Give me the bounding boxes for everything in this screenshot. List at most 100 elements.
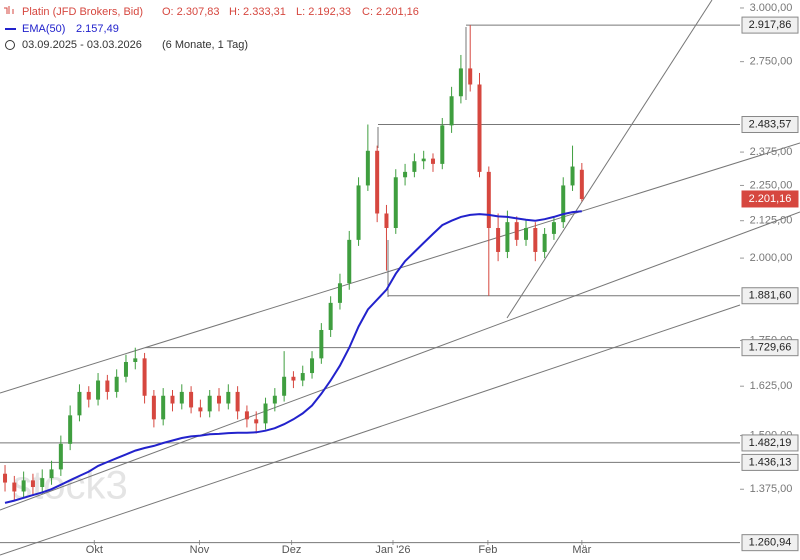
- candle-body: [3, 473, 8, 483]
- candle-body: [365, 150, 370, 186]
- candle-body: [68, 415, 73, 444]
- x-tick-label: Dez: [282, 544, 302, 556]
- candle-body: [496, 227, 501, 252]
- candle-body: [179, 391, 184, 404]
- candle-body: [142, 358, 147, 396]
- candle-body: [430, 158, 435, 164]
- candle-body: [524, 227, 529, 240]
- ohlc: H: 2.333,31: [229, 6, 286, 18]
- candle-body: [189, 391, 194, 408]
- level-label: 2.917,86: [749, 19, 792, 31]
- candle-body: [291, 376, 296, 381]
- level-label: 1.436,13: [749, 456, 792, 468]
- candle-body: [514, 222, 519, 240]
- candle-body: [384, 213, 389, 228]
- candle-body: [49, 469, 54, 479]
- candle-body: [207, 395, 212, 412]
- candle-body: [542, 233, 547, 252]
- x-tick-label: Mär: [572, 544, 591, 556]
- icon: [4, 6, 14, 14]
- candle-body: [477, 84, 482, 172]
- candle-body: [86, 391, 91, 400]
- y-tick-label: 2.750,00: [750, 56, 793, 68]
- x-tick-label: Feb: [478, 544, 497, 556]
- candle-body: [533, 227, 538, 252]
- candle-body: [282, 376, 287, 396]
- y-tick-label: 1.375,00: [750, 483, 793, 495]
- candle-body: [486, 171, 491, 228]
- level-label-box: [741, 434, 799, 452]
- candle-body: [30, 480, 35, 488]
- ohlc: L: 2.192,33: [296, 6, 351, 18]
- ohlc: O: 2.307,83: [162, 6, 220, 18]
- candle-body: [505, 222, 510, 252]
- trendline: [0, 211, 800, 511]
- candle-body: [570, 166, 575, 186]
- candle-body: [347, 239, 352, 284]
- candle-body: [375, 150, 380, 214]
- level-label: 1.260,94: [749, 537, 792, 549]
- candle-body: [244, 411, 249, 420]
- range: (6 Monate, 1 Tag): [162, 39, 248, 51]
- level-label-box: [741, 534, 799, 552]
- trendline: [506, 0, 713, 319]
- candle-body: [319, 329, 324, 359]
- indicator-value: 2.157,49: [76, 23, 119, 35]
- level-label: 2.201,16: [749, 193, 792, 205]
- candle-body: [133, 358, 138, 362]
- candle-body: [458, 68, 463, 97]
- level-label-box: [741, 16, 799, 34]
- candle-body: [421, 158, 426, 162]
- legend: Platin (JFD Brokers, Bid) O: 2.307,83 H:…: [4, 6, 419, 51]
- candle-body: [561, 185, 566, 223]
- y-tick-label: 3.000,00: [750, 2, 793, 14]
- candle-body: [21, 480, 26, 492]
- candle-body: [77, 391, 82, 416]
- candle-body: [328, 302, 333, 330]
- candle-body: [310, 358, 315, 374]
- x-tick-label: Okt: [86, 544, 103, 556]
- candle-body: [263, 403, 268, 424]
- candle-body: [151, 395, 156, 420]
- candle-body: [337, 283, 342, 303]
- level-label: 1.482,19: [749, 437, 792, 449]
- candle-body: [226, 391, 231, 404]
- level-label-box: [741, 339, 799, 357]
- candle-body: [393, 177, 398, 228]
- x-tick-label: Nov: [190, 544, 210, 556]
- ema-line: [4, 210, 582, 504]
- candle-body: [254, 419, 259, 424]
- level-label-box: [741, 190, 799, 208]
- trendline: [0, 304, 741, 556]
- level-label-box: [741, 453, 799, 471]
- y-tick-label: 2.250,00: [750, 179, 793, 191]
- candle-body: [123, 361, 128, 377]
- candle-body: [170, 395, 175, 404]
- candle-body: [468, 68, 473, 85]
- candle-body: [40, 478, 45, 488]
- level-label: 1.729,66: [749, 342, 792, 354]
- candle-body: [235, 391, 240, 412]
- y-tick-label: 2.375,00: [750, 146, 793, 158]
- candle-body: [272, 395, 277, 404]
- level-label-box: [741, 287, 799, 305]
- candle-body: [356, 185, 361, 240]
- candle-body: [217, 395, 222, 404]
- x-tick-label: Jan '26: [375, 544, 410, 556]
- candles: [3, 25, 584, 501]
- candle-body: [440, 125, 445, 164]
- candle-body: [96, 380, 101, 400]
- candle-body: [105, 380, 110, 392]
- candle-body: [403, 171, 408, 178]
- candle-body: [579, 169, 584, 199]
- y-tick-label: 2.125,00: [750, 215, 793, 227]
- candle-body: [412, 161, 417, 172]
- watermark: stock3: [12, 464, 128, 508]
- candle-body: [114, 376, 119, 392]
- candle-body: [449, 96, 454, 126]
- clock-icon: [5, 40, 15, 50]
- level-label-box: [741, 116, 799, 134]
- candle-body: [551, 222, 556, 234]
